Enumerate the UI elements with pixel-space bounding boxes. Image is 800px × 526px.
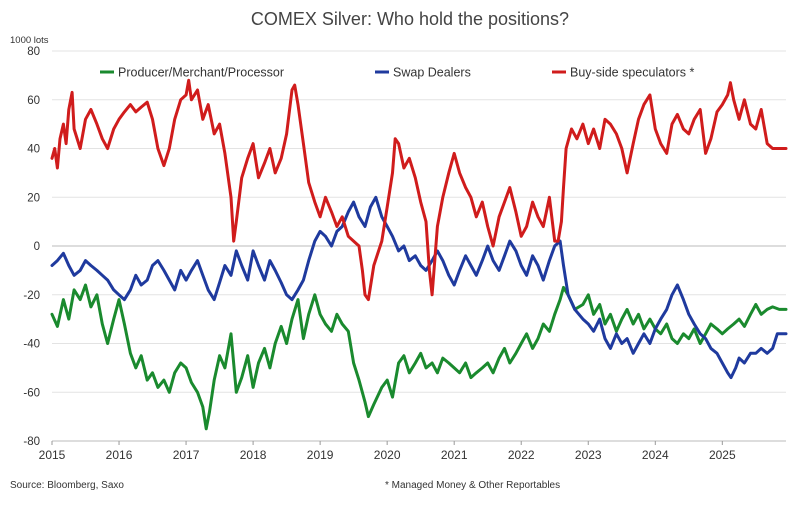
- legend-label-3: Buy-side speculators *: [570, 66, 695, 80]
- x-tick-label: 2025: [709, 448, 736, 462]
- y-tick-label: 60: [27, 95, 40, 107]
- legend-label-1: Producer/Merchant/Processor: [118, 66, 284, 80]
- y-tick-label: 80: [27, 46, 40, 58]
- series-line-1: [50, 283, 788, 431]
- x-tick-label: 2023: [575, 448, 602, 462]
- y-tick-labels: 80 60 40 20 0 -20 -40 -60 -80: [23, 46, 40, 448]
- series-line-2: [50, 195, 788, 380]
- x-tick-labels: 2015 2016 2017 2018 2019 2020 2021 2022 2023 2024…: [39, 441, 736, 462]
- x-tick-label: 2021: [441, 448, 468, 462]
- y-tick-label: 20: [27, 192, 40, 204]
- x-tick-label: 2024: [642, 448, 669, 462]
- footnote: * Managed Money & Other Reportables: [385, 480, 560, 491]
- legend: Producer/Merchant/Processor Swap Dealers B…: [100, 66, 695, 80]
- x-tick-label: 2017: [173, 448, 200, 462]
- x-tick-label: 2020: [374, 448, 401, 462]
- x-tick-label: 2019: [307, 448, 334, 462]
- y-tick-label: 40: [27, 144, 40, 156]
- x-tick-label: 2015: [39, 448, 66, 462]
- y-tick-label: -20: [23, 290, 40, 302]
- y-axis-label: 1000 lots: [10, 35, 49, 46]
- y-tick-label: -40: [23, 339, 40, 351]
- y-tick-label: -80: [23, 436, 40, 448]
- y-tick-label: 0: [34, 241, 40, 253]
- x-tick-label: 2022: [508, 448, 535, 462]
- series-line-3: [50, 78, 788, 302]
- source-note: Source: Bloomberg, Saxo: [10, 480, 124, 491]
- x-tick-label: 2018: [240, 448, 267, 462]
- y-tick-label: -60: [23, 387, 40, 399]
- x-tick-label: 2016: [106, 448, 133, 462]
- series-layer: [50, 78, 788, 431]
- legend-label-2: Swap Dealers: [393, 66, 471, 80]
- grid-layer: [52, 50, 786, 442]
- chart-title: COMEX Silver: Who hold the positions?: [251, 9, 569, 29]
